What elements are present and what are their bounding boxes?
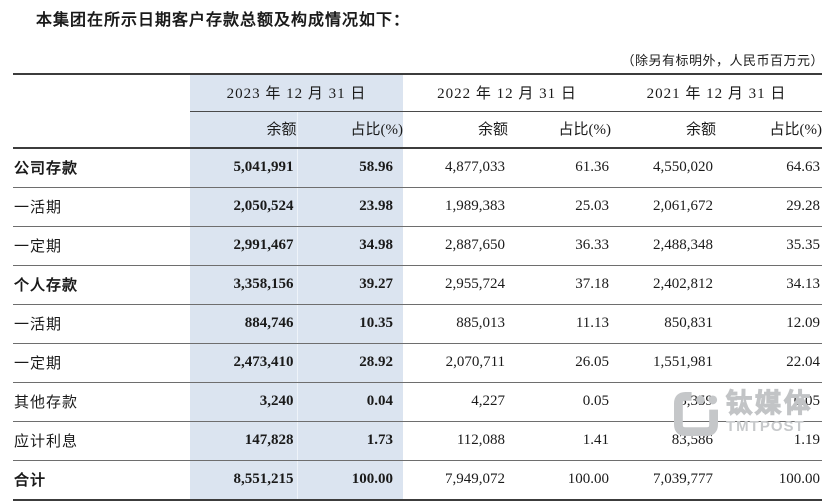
table-row: 一活期 884,746 10.35 885,013 11.13 850,831 … xyxy=(13,304,823,344)
row-label: 应计利息 xyxy=(13,421,190,461)
cell-2023-balance: 5,041,991 xyxy=(190,148,297,188)
table-row: 一活期 2,050,524 23.98 1,989,383 25.03 2,06… xyxy=(13,187,823,227)
table-row: 公司存款 5,041,991 58.96 4,877,033 61.36 4,5… xyxy=(13,148,823,188)
corner-cell xyxy=(13,111,190,149)
cell-2021-share: 1.19 xyxy=(716,421,823,461)
cell-2021-share: 22.04 xyxy=(716,343,823,383)
cell-2023-share: 10.35 xyxy=(296,304,404,344)
cell-2023-share: 58.96 xyxy=(296,148,404,188)
cell-2023-share: 23.98 xyxy=(296,187,404,227)
cell-2022-balance: 2,955,724 xyxy=(403,265,509,305)
cell-2021-balance: 4,550,020 xyxy=(611,148,717,188)
cell-2022-balance: 7,949,072 xyxy=(403,460,509,501)
table-row: 合计 8,551,215 100.00 7,949,072 100.00 7,0… xyxy=(13,460,823,501)
table-row: 应计利息 147,828 1.73 112,088 1.41 83,586 1.… xyxy=(13,421,823,461)
table-header: 2023 年 12 月 31 日 2022 年 12 月 31 日 2021 年… xyxy=(13,73,823,149)
cell-2021-balance: 2,402,812 xyxy=(611,265,717,305)
period-header-row: 2023 年 12 月 31 日 2022 年 12 月 31 日 2021 年… xyxy=(13,73,823,112)
cell-2021-balance: 7,039,777 xyxy=(611,460,717,501)
table-row: 一定期 2,991,467 34.98 2,887,650 36.33 2,48… xyxy=(13,226,823,266)
cell-2022-share: 37.18 xyxy=(508,265,612,305)
cell-2023-balance: 884,746 xyxy=(190,304,297,344)
cell-2021-balance: 1,551,981 xyxy=(611,343,717,383)
cell-2022-share: 36.33 xyxy=(508,226,612,266)
cell-2021-share: 34.13 xyxy=(716,265,823,305)
cell-2021-share: 29.28 xyxy=(716,187,823,227)
cell-2023-balance: 8,551,215 xyxy=(190,460,297,501)
cell-2021-balance: 2,488,348 xyxy=(611,226,717,266)
cell-2022-balance: 4,877,033 xyxy=(403,148,509,188)
cell-2021-share: 100.00 xyxy=(716,460,823,501)
cell-2022-share: 61.36 xyxy=(508,148,612,188)
share-header-2023: 占比(%) xyxy=(296,111,404,149)
cell-2021-balance: 3,359 xyxy=(611,382,717,422)
cell-2023-share: 1.73 xyxy=(296,421,404,461)
share-header-2021: 占比(%) xyxy=(716,111,823,149)
balance-header-2023: 余额 xyxy=(190,111,297,149)
cell-2021-balance: 83,586 xyxy=(611,421,717,461)
cell-2023-balance: 2,473,410 xyxy=(190,343,297,383)
balance-header-2021: 余额 xyxy=(611,111,717,149)
cell-2023-share: 28.92 xyxy=(296,343,404,383)
cell-2023-balance: 2,991,467 xyxy=(190,226,297,266)
corner-cell xyxy=(13,73,190,112)
row-label: 其他存款 xyxy=(13,382,190,422)
cell-2022-balance: 2,887,650 xyxy=(403,226,509,266)
currency-unit-note: （除另有标明外，人民币百万元） xyxy=(621,53,824,68)
cell-2023-share: 34.98 xyxy=(296,226,404,266)
period-header-2023: 2023 年 12 月 31 日 xyxy=(190,73,404,112)
share-header-2022: 占比(%) xyxy=(508,111,612,149)
cell-2022-balance: 2,070,711 xyxy=(403,343,509,383)
cell-2022-share: 25.03 xyxy=(508,187,612,227)
table-row: 个人存款 3,358,156 39.27 2,955,724 37.18 2,4… xyxy=(13,265,823,305)
table-row: 其他存款 3,240 0.04 4,227 0.05 3,359 0.05 xyxy=(13,382,823,422)
cell-2021-share: 12.09 xyxy=(716,304,823,344)
cell-2023-balance: 147,828 xyxy=(190,421,297,461)
cell-2022-balance: 885,013 xyxy=(403,304,509,344)
cell-2021-share: 64.63 xyxy=(716,148,823,188)
cell-2022-share: 26.05 xyxy=(508,343,612,383)
period-header-2022: 2022 年 12 月 31 日 xyxy=(403,73,612,112)
table-body: 公司存款 5,041,991 58.96 4,877,033 61.36 4,5… xyxy=(13,148,823,501)
page-title: 本集团在所示日期客户存款总额及构成情况如下： xyxy=(36,12,411,29)
cell-2021-balance: 850,831 xyxy=(611,304,717,344)
cell-2023-share: 100.00 xyxy=(296,460,404,501)
cell-2023-share: 39.27 xyxy=(296,265,404,305)
row-label: 一定期 xyxy=(13,343,190,383)
cell-2022-balance: 112,088 xyxy=(403,421,509,461)
row-label: 一活期 xyxy=(13,304,190,344)
cell-2022-share: 11.13 xyxy=(508,304,612,344)
cell-2021-share: 35.35 xyxy=(716,226,823,266)
row-label: 公司存款 xyxy=(13,148,190,188)
cell-2023-balance: 3,240 xyxy=(190,382,297,422)
table-row: 一定期 2,473,410 28.92 2,070,711 26.05 1,55… xyxy=(13,343,823,383)
row-label: 个人存款 xyxy=(13,265,190,305)
cell-2022-share: 0.05 xyxy=(508,382,612,422)
cell-2023-balance: 2,050,524 xyxy=(190,187,297,227)
cell-2022-share: 100.00 xyxy=(508,460,612,501)
row-label: 一活期 xyxy=(13,187,190,227)
cell-2023-share: 0.04 xyxy=(296,382,404,422)
cell-2022-balance: 1,989,383 xyxy=(403,187,509,227)
cell-2022-share: 1.41 xyxy=(508,421,612,461)
cell-2021-balance: 2,061,672 xyxy=(611,187,717,227)
cell-2022-balance: 4,227 xyxy=(403,382,509,422)
balance-header-2022: 余额 xyxy=(403,111,509,149)
cell-2023-balance: 3,358,156 xyxy=(190,265,297,305)
cell-2021-share: 0.05 xyxy=(716,382,823,422)
row-label: 一定期 xyxy=(13,226,190,266)
period-header-2021: 2021 年 12 月 31 日 xyxy=(611,73,823,112)
row-label: 合计 xyxy=(13,460,190,501)
deposits-table: 2023 年 12 月 31 日 2022 年 12 月 31 日 2021 年… xyxy=(13,73,823,501)
sub-header-row: 余额 占比(%) 余额 占比(%) 余额 占比(%) xyxy=(13,111,823,149)
